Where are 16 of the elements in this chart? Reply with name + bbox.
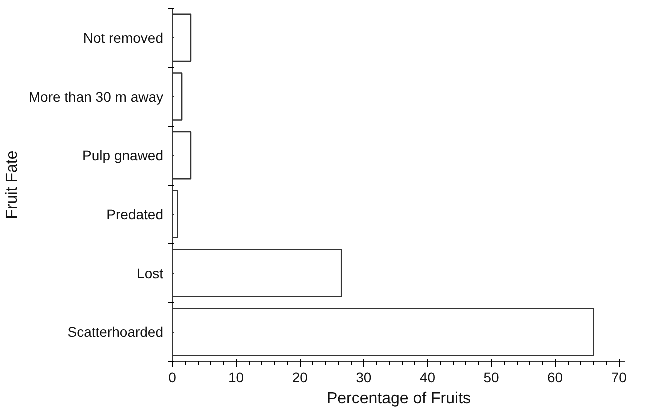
x-tick-label: 30 — [356, 370, 372, 386]
y-tick-label: More than 30 m away — [28, 88, 164, 105]
y-axis-title: Fruit Fate — [4, 150, 21, 220]
x-tick-label: 50 — [484, 370, 500, 386]
x-tick-label: 40 — [420, 370, 436, 386]
y-tick-label: Lost — [137, 265, 164, 282]
x-tick-label: 70 — [611, 370, 628, 386]
x-tick-label: 0 — [168, 370, 177, 386]
y-tick-label: Predated — [106, 206, 164, 222]
x-tick-label: 60 — [548, 370, 564, 386]
x-tick-label: 10 — [228, 370, 244, 386]
x-axis-title: Percentage of Fruits — [326, 390, 472, 408]
y-tick-label: Scatterhoarded — [68, 324, 164, 340]
y-tick-label: Pulp gnawed — [82, 148, 164, 164]
y-tick-label: Not removed — [83, 30, 164, 46]
x-tick-label: 20 — [292, 370, 308, 386]
